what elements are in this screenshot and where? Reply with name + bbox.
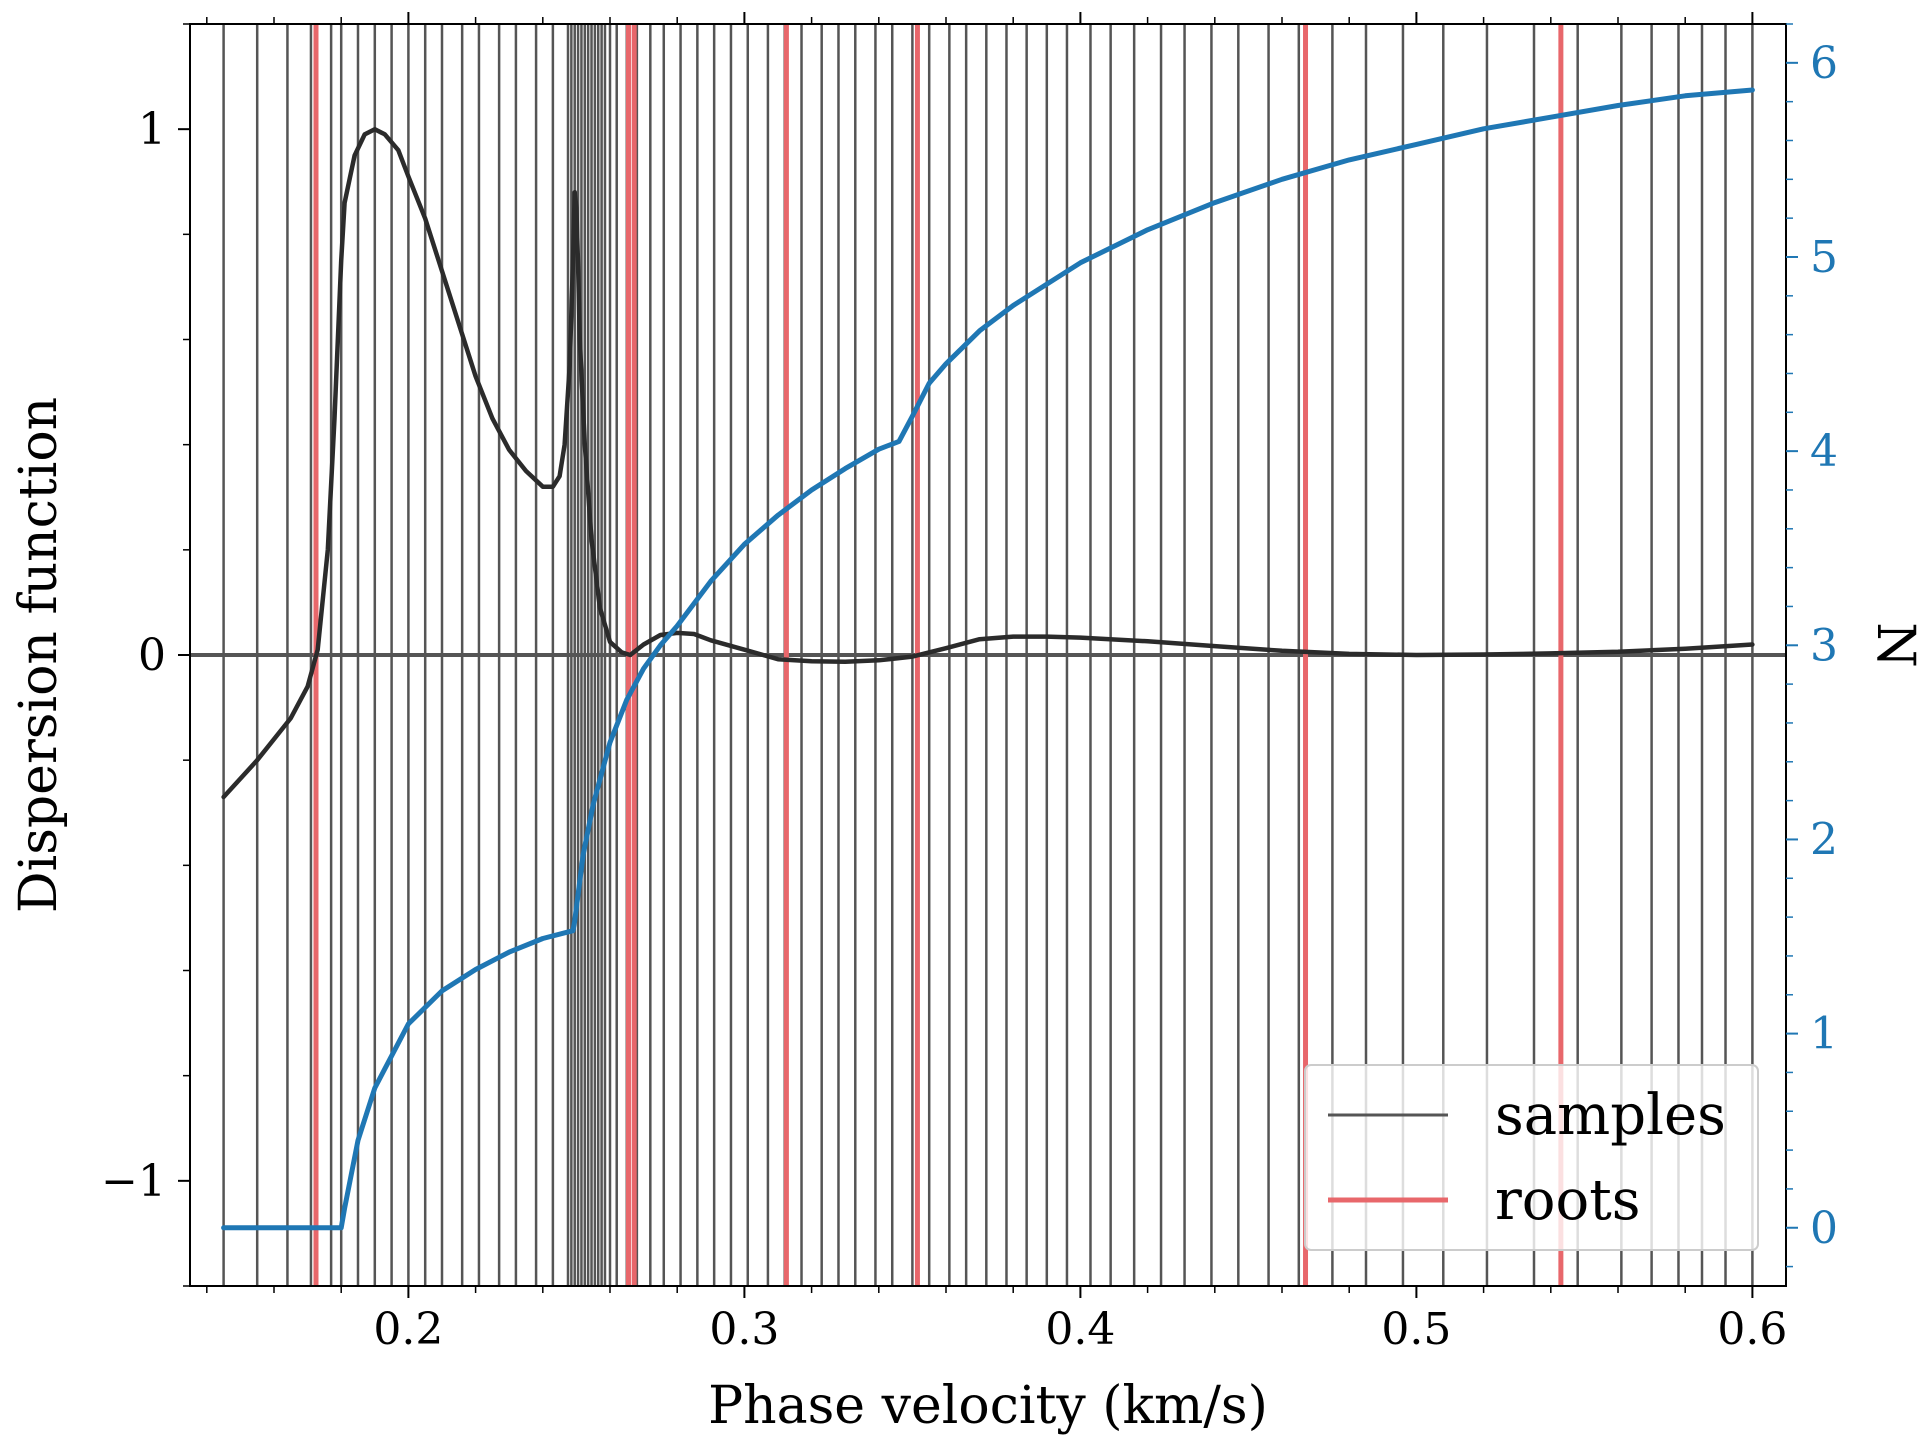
x-tick-label: 0.6 [1717, 1304, 1787, 1355]
y-right-tick-label: 0 [1810, 1203, 1838, 1254]
x-axis-label: Phase velocity (km/s) [708, 1376, 1268, 1436]
y-axis-label-right: N [1865, 622, 1924, 668]
y-tick-label: 1 [138, 104, 166, 155]
legend: samples roots [1304, 1064, 1759, 1251]
y-right-tick-label: 3 [1810, 620, 1838, 671]
series-line-dispersion [221, 126, 1755, 800]
y-axis-right: 0 1 2 3 4 5 6 [1786, 23, 1838, 1268]
y-right-tick-label: 4 [1810, 426, 1838, 477]
y-axis-left: −1 0 1 [101, 23, 190, 1287]
x-tick-label: 0.2 [373, 1304, 443, 1355]
series-layer [221, 87, 1755, 1231]
x-tick-label: 0.5 [1381, 1304, 1451, 1355]
y-tick-label: 0 [138, 630, 166, 681]
y-tick-label: −1 [101, 1156, 166, 1207]
legend-label-samples: samples [1495, 1083, 1726, 1148]
series-line-n [221, 87, 1755, 1231]
y-axis-label-left: Dispersion function [9, 397, 69, 913]
y-right-tick-label: 5 [1810, 232, 1838, 283]
y-right-tick-label: 6 [1810, 38, 1838, 89]
y-right-tick-label: 1 [1810, 1009, 1838, 1060]
y-right-tick-label: 2 [1810, 814, 1838, 865]
x-tick-label: 0.3 [709, 1304, 779, 1355]
legend-box [1304, 1064, 1759, 1251]
x-tick-label: 0.4 [1045, 1304, 1115, 1355]
legend-label-roots: roots [1495, 1168, 1640, 1233]
x-axis: 0.2 0.3 0.4 0.5 0.6 [206, 12, 1787, 1355]
